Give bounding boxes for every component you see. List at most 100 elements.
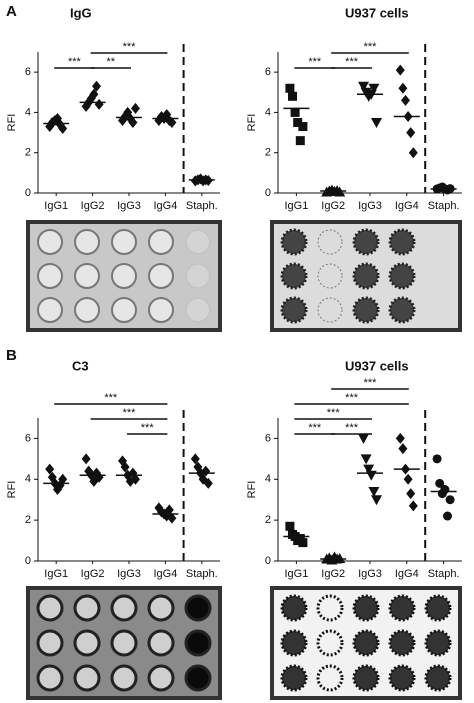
well: [36, 594, 64, 622]
point: [368, 487, 380, 498]
well: [147, 629, 175, 657]
point: [285, 83, 295, 93]
significance-label: ***: [308, 422, 322, 434]
well: [110, 629, 138, 657]
well: [316, 594, 344, 622]
point: [408, 500, 418, 512]
y-tick-label: 4: [25, 106, 31, 118]
x-tick-label: IgG1: [284, 568, 308, 580]
point: [203, 477, 213, 489]
well: [74, 297, 100, 323]
y-axis-label: RFI: [246, 481, 258, 499]
well: [316, 664, 344, 692]
point: [94, 98, 104, 110]
y-axis-label: RFI: [246, 114, 258, 132]
point: [120, 110, 130, 122]
point: [363, 464, 375, 475]
significance-label: ***: [345, 422, 359, 434]
x-tick-label: IgG1: [44, 200, 68, 212]
panel-label: A: [6, 3, 17, 20]
well: [352, 629, 380, 657]
well: [184, 664, 212, 692]
panel-label: B: [6, 347, 17, 364]
x-tick-label: IgG4: [395, 200, 419, 212]
point: [128, 117, 138, 128]
well: [110, 664, 138, 692]
point: [398, 443, 408, 455]
chart-title: U937 cells: [345, 5, 409, 20]
well: [280, 664, 308, 692]
x-tick-label: IgG3: [117, 200, 141, 212]
well: [148, 297, 174, 323]
x-tick-label: Staph.: [428, 568, 460, 580]
point: [408, 147, 418, 159]
x-tick-label: Staph.: [186, 568, 218, 580]
point: [406, 488, 416, 500]
point: [285, 521, 295, 531]
well: [352, 228, 380, 256]
point: [290, 107, 300, 117]
well: [36, 664, 64, 692]
point: [403, 473, 413, 485]
point: [131, 473, 140, 485]
point: [365, 470, 377, 481]
y-tick-label: 4: [25, 473, 31, 485]
well: [184, 594, 212, 622]
point: [432, 454, 442, 464]
well: [111, 229, 137, 255]
well: [388, 262, 416, 290]
well: [388, 664, 416, 692]
well: [280, 594, 308, 622]
point: [358, 81, 369, 92]
y-axis-label: RFI: [6, 114, 18, 132]
point: [358, 433, 369, 444]
y-tick-label: 6: [25, 432, 31, 444]
x-tick-label: IgG4: [153, 568, 177, 580]
well: [74, 229, 100, 255]
x-tick-label: IgG1: [284, 200, 308, 212]
point: [131, 102, 140, 114]
y-tick-label: 2: [25, 514, 31, 526]
well: [280, 629, 308, 657]
y-axis-label: RFI: [6, 481, 18, 499]
well: [185, 229, 211, 255]
point: [45, 463, 55, 475]
x-tick-label: IgG4: [153, 200, 177, 212]
point: [398, 82, 408, 94]
point: [368, 83, 380, 94]
well: [73, 664, 101, 692]
well: [388, 296, 416, 324]
y-tick-label: 4: [265, 473, 271, 485]
point: [443, 511, 452, 521]
x-tick-label: IgG2: [81, 200, 105, 212]
well: [317, 297, 343, 323]
point: [298, 122, 308, 132]
well: [147, 664, 175, 692]
well: [148, 263, 174, 289]
point: [440, 485, 450, 494]
y-tick-label: 2: [265, 514, 271, 526]
point: [288, 91, 297, 101]
x-tick-label: Staph.: [186, 200, 218, 212]
significance-label: ***: [123, 41, 137, 53]
point: [360, 454, 372, 465]
y-tick-label: 4: [265, 106, 271, 118]
point: [58, 123, 68, 135]
significance-label: ***: [327, 407, 341, 419]
y-tick-label: 6: [265, 66, 271, 78]
well: [147, 594, 175, 622]
point: [293, 118, 303, 127]
y-tick-label: 0: [25, 187, 31, 199]
well: [280, 228, 308, 256]
well: [37, 297, 63, 323]
well: [73, 629, 101, 657]
well: [352, 296, 380, 324]
significance-label: ***: [364, 41, 378, 53]
x-tick-label: IgG4: [395, 568, 419, 580]
point: [89, 88, 99, 100]
y-tick-label: 0: [25, 555, 31, 567]
point: [92, 80, 101, 92]
y-tick-label: 0: [265, 555, 271, 567]
significance-label: ***: [345, 392, 359, 404]
